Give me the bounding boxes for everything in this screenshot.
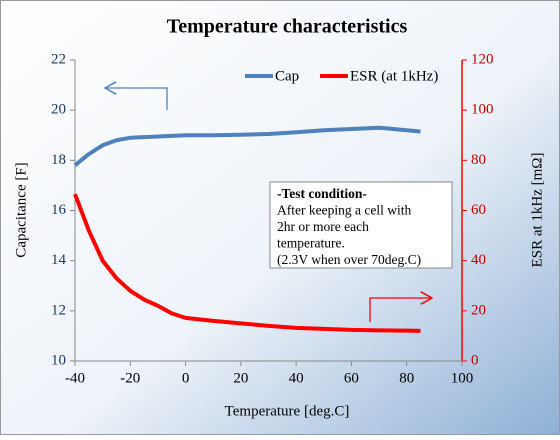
series-line bbox=[73, 125, 421, 167]
chart-title: Temperature characteristics bbox=[167, 16, 408, 38]
legend-label: ESR (at 1kHz) bbox=[350, 68, 438, 84]
y2-axis-label: ESR at 1kHz [mΩ] bbox=[529, 153, 545, 268]
x-tick-label: 40 bbox=[289, 370, 304, 386]
y-tick-label: 16 bbox=[51, 202, 67, 218]
y2-tick-label: 0 bbox=[471, 352, 479, 368]
y2-tick-label: 120 bbox=[471, 51, 494, 67]
y2-tick-label: 60 bbox=[471, 202, 486, 218]
y-axis-label: Capacitance [F] bbox=[13, 162, 29, 257]
annotation-line: (2.3V when over 70deg.C) bbox=[277, 252, 421, 267]
y-tick-label: 14 bbox=[51, 252, 67, 268]
y-tick-label: 12 bbox=[51, 302, 66, 318]
x-tick-label: 80 bbox=[399, 370, 414, 386]
annotation-line: 2hr or more each bbox=[277, 219, 369, 234]
x-tick-label: 0 bbox=[182, 370, 190, 386]
x-tick-label: -20 bbox=[120, 370, 140, 386]
legend-label: Cap bbox=[275, 68, 299, 84]
x-axis-label: Temperature [deg.C] bbox=[225, 403, 350, 419]
arrow-right bbox=[369, 298, 432, 322]
annotation-line: After keeping a cell with bbox=[277, 203, 411, 218]
y-tick-label: 18 bbox=[51, 152, 66, 168]
x-tick-label: 20 bbox=[233, 370, 248, 386]
y2-tick-label: 80 bbox=[471, 152, 486, 168]
x-tick-label: 60 bbox=[344, 370, 359, 386]
x-tick-label: 100 bbox=[451, 370, 474, 386]
annotation-line: -Test condition- bbox=[277, 186, 367, 201]
series-line bbox=[73, 193, 421, 333]
y2-tick-label: 100 bbox=[471, 102, 494, 118]
y-tick-label: 22 bbox=[51, 51, 66, 67]
y-tick-label: 10 bbox=[51, 352, 66, 368]
x-tick-label: -40 bbox=[65, 370, 85, 386]
annotation-line: temperature. bbox=[277, 236, 345, 251]
annotation-box bbox=[269, 181, 453, 269]
y2-tick-label: 20 bbox=[471, 302, 486, 318]
y2-tick-label: 40 bbox=[471, 252, 486, 268]
arrow-left bbox=[105, 88, 168, 110]
y-tick-label: 20 bbox=[51, 102, 66, 118]
